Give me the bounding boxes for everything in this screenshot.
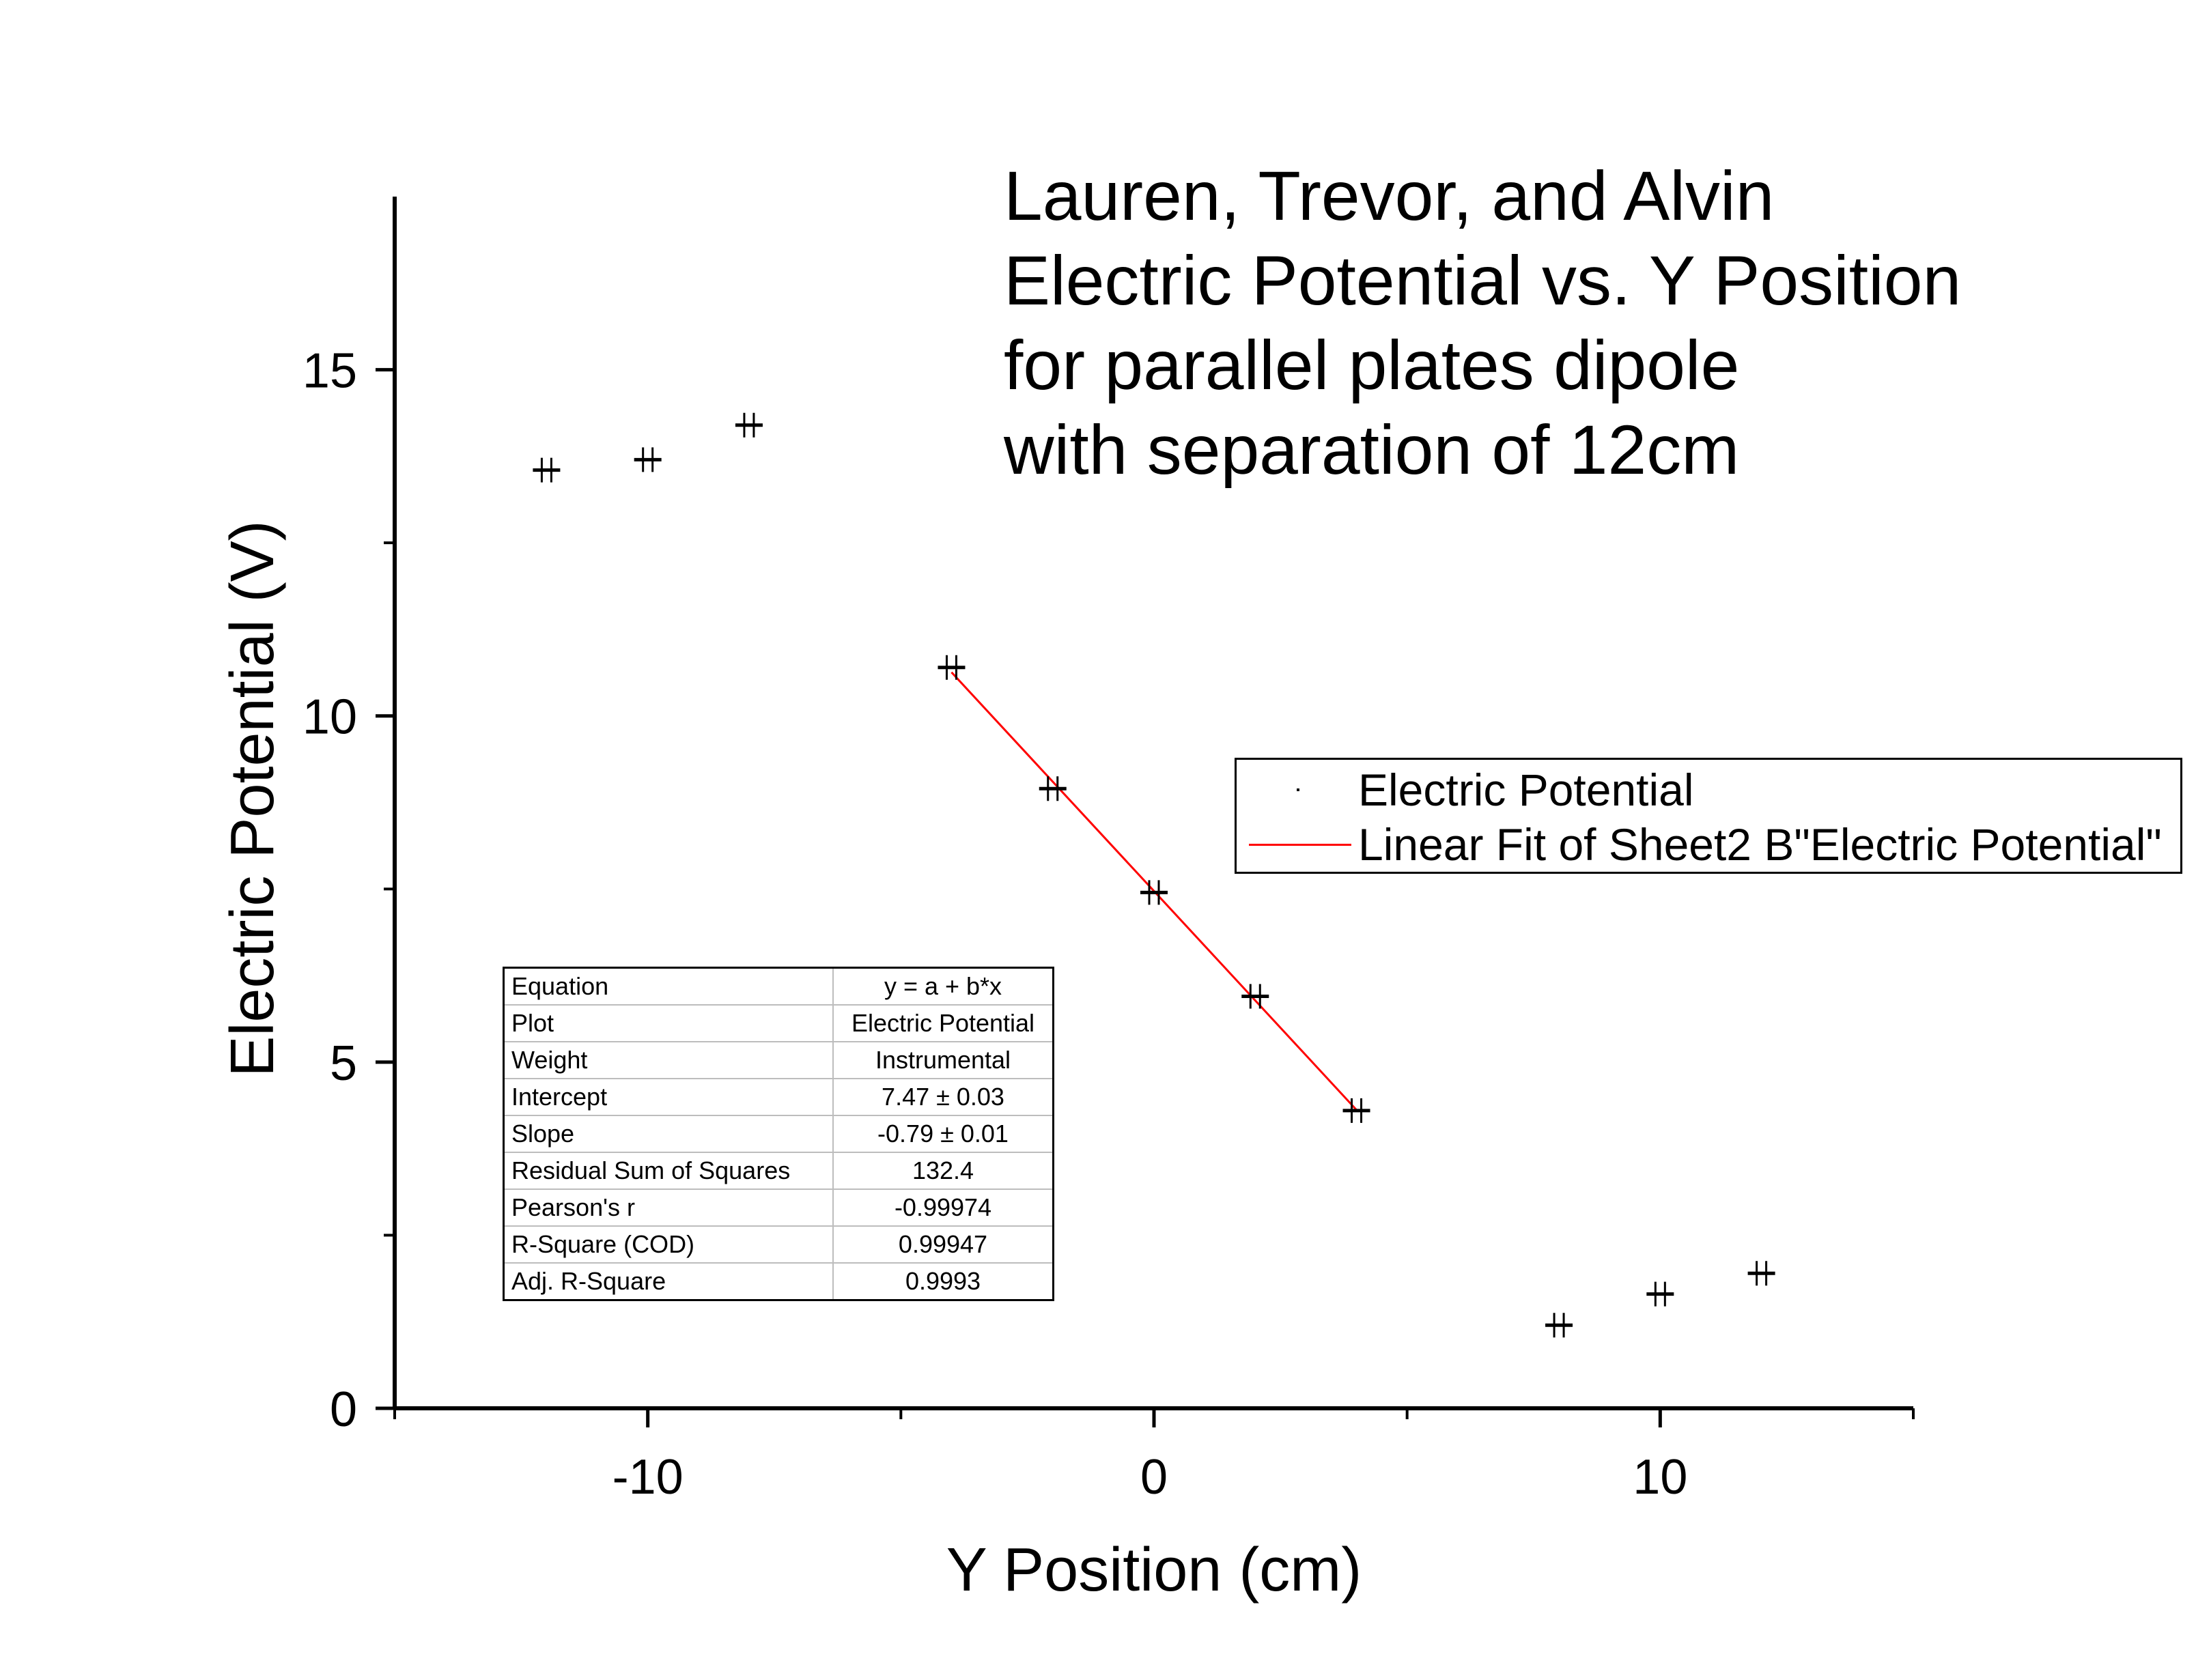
marker-shape [1039, 776, 1067, 801]
fit-table-value: 0.9993 [832, 1262, 1054, 1301]
fit-table-key: Pearson's r [503, 1188, 834, 1227]
y-tick-label: 0 [330, 1382, 357, 1437]
marker-shape [533, 457, 561, 483]
fit-table-value: Instrumental [832, 1041, 1054, 1079]
fit-table-key: Residual Sum of Squares [503, 1152, 834, 1190]
fit-table-value: 132.4 [832, 1152, 1054, 1190]
marker-shape [938, 655, 966, 680]
marker-shape [1140, 880, 1168, 905]
fit-table-key: Adj. R-Square [503, 1262, 834, 1301]
fit-table-row: R-Square (COD) 0.99947 [503, 1225, 1054, 1264]
fit-table-value: 7.47 ± 0.03 [832, 1078, 1054, 1116]
fit-table-row: Intercept 7.47 ± 0.03 [503, 1078, 1054, 1116]
fit-table-key: Weight [503, 1041, 834, 1079]
fit-table-key: Slope [503, 1115, 834, 1153]
fit-table-row: Equation y = a + b*x [503, 967, 1054, 1006]
marker-shape [634, 447, 662, 472]
x-tick-label: 10 [1633, 1450, 1687, 1505]
marker-shape [735, 412, 763, 438]
title-line: Lauren, Trevor, and Alvin [1004, 157, 1775, 235]
y-tick-label: 10 [302, 690, 357, 745]
data-point [1241, 984, 1269, 1009]
data-point [1747, 1261, 1775, 1286]
fit-results-table: Equation y = a + b*x Plot Electric Potentia… [503, 967, 1054, 1301]
x-tick-label: -10 [613, 1450, 684, 1505]
data-point [634, 447, 662, 472]
legend-label: Linear Fit of Sheet2 B"Electric Potentia… [1358, 819, 2162, 870]
y-axis-label: Electric Potential (V) [219, 520, 287, 1077]
chart-axes: -10 0 10 0 5 10 15 [302, 197, 1915, 1505]
legend-line-icon [1243, 817, 1351, 872]
fit-table-value: 0.99947 [832, 1225, 1054, 1264]
fit-table-value: -0.79 ± 0.01 [832, 1115, 1054, 1153]
fit-table-row: Adj. R-Square 0.9993 [503, 1262, 1054, 1301]
chart-title: Lauren, Trevor, and Alvin Electric Poten… [1004, 154, 1961, 492]
data-point [1545, 1313, 1573, 1338]
fit-table-row: Slope -0.79 ± 0.01 [503, 1115, 1054, 1153]
legend-label: Electric Potential [1358, 765, 1694, 815]
data-point [1140, 880, 1168, 905]
marker-shape [1545, 1313, 1573, 1338]
y-tick-label: 5 [330, 1036, 357, 1091]
fit-table-value: -0.99974 [832, 1188, 1054, 1227]
fit-table-key: Equation [503, 967, 834, 1006]
marker-shape [1342, 1098, 1370, 1123]
data-point [1646, 1281, 1674, 1307]
legend: Electric Potential Linear Fit of Sheet2 … [1235, 758, 2182, 874]
fit-table-row: Residual Sum of Squares 132.4 [503, 1152, 1054, 1190]
fit-table-key: R-Square (COD) [503, 1225, 834, 1264]
fit-table-key: Intercept [503, 1078, 834, 1116]
marker-shape [1747, 1261, 1775, 1286]
data-points-group [533, 412, 1775, 1338]
title-line: for parallel plates dipole [1004, 326, 1740, 404]
data-point [1342, 1098, 1370, 1123]
fit-table-key: Plot [503, 1004, 834, 1042]
marker-shape [1646, 1281, 1674, 1307]
fit-table-row: Pearson's r -0.99974 [503, 1188, 1054, 1227]
y-tick-label: 15 [302, 344, 357, 399]
fit-table-value: y = a + b*x [832, 967, 1054, 1006]
data-point [938, 655, 966, 680]
fit-table-value: Electric Potential [832, 1004, 1054, 1042]
fit-table-row: Plot Electric Potential [503, 1004, 1054, 1042]
marker-shape [1241, 984, 1269, 1009]
x-axis-label: Y Position (cm) [946, 1536, 1362, 1604]
data-point [735, 412, 763, 438]
data-point [533, 457, 561, 483]
data-point [1039, 776, 1067, 801]
fit-table-row: Weight Instrumental [503, 1041, 1054, 1079]
title-line: with separation of 12cm [1004, 411, 1740, 489]
title-line: Electric Potential vs. Y Position [1004, 242, 1962, 319]
legend-marker-icon [1243, 763, 1346, 817]
x-tick-label: 0 [1140, 1450, 1168, 1505]
